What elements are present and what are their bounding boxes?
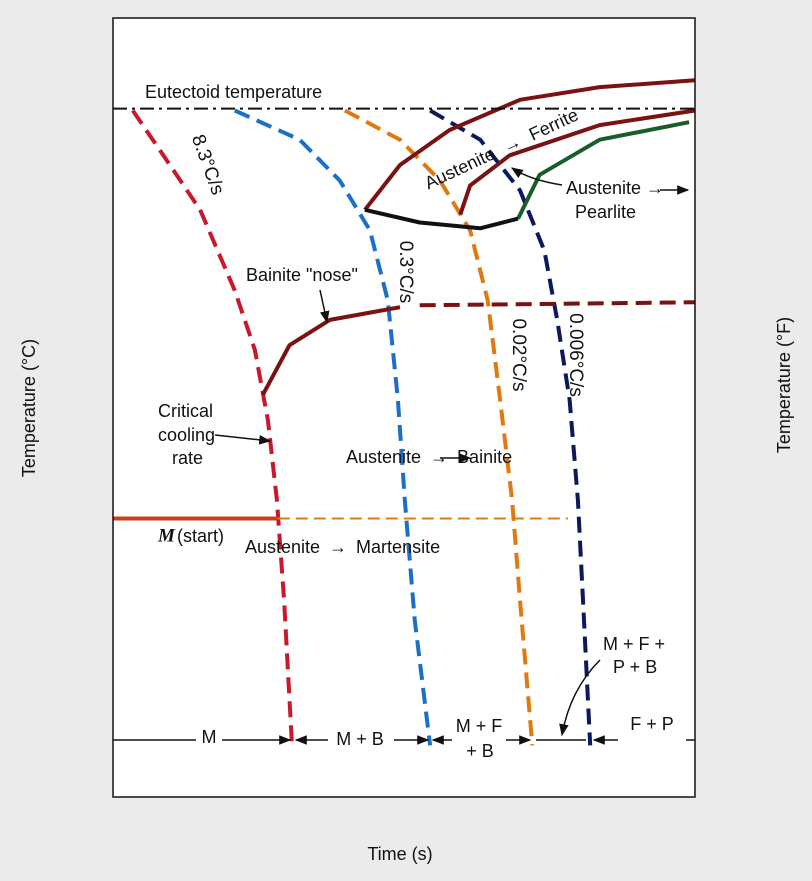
curve (261, 305, 401, 396)
curve (364, 207, 519, 231)
annotation: (start) (177, 526, 224, 546)
curve (516, 120, 690, 220)
annotation: + B (466, 741, 494, 761)
annotation: Austenite → Martensite (245, 537, 440, 557)
annotation: M + B (336, 729, 384, 749)
x-axis-label: Time (s) (367, 844, 432, 864)
curve (458, 108, 696, 216)
arrow (511, 167, 563, 186)
annotation: Austenite → Bainite (346, 447, 512, 467)
annotation: F + P (630, 714, 674, 734)
annotation: M + F (456, 716, 503, 736)
curve (419, 300, 696, 308)
annotation: Bainite "nose" (246, 265, 358, 285)
arrow (214, 434, 272, 445)
annotation: P + B (613, 657, 657, 677)
curve (233, 108, 433, 746)
annotation: M (157, 525, 176, 546)
annotation: M + F + (603, 634, 665, 654)
annotation: 0.02°C/s (508, 318, 529, 391)
annotation: Critical (158, 401, 213, 421)
annotation: M (202, 727, 217, 747)
y2-axis-label: Temperature (°F) (774, 317, 794, 453)
plot-area (113, 18, 695, 797)
annotation: cooling (158, 425, 215, 445)
y-axis-label: Temperature (°C) (19, 339, 39, 477)
annotation: Austenite → (566, 178, 664, 198)
annotation: Pearlite (575, 202, 636, 222)
curve (429, 108, 593, 746)
annotation: 0.006°C/s (565, 313, 586, 397)
annotation: 0.3°C/s (395, 241, 416, 304)
annotation: Eutectoid temperature (145, 82, 322, 102)
curves (113, 78, 696, 746)
plot-frame (112, 17, 696, 798)
curve (363, 78, 696, 212)
curve (131, 109, 294, 746)
arrow (559, 659, 601, 737)
arrow (319, 289, 330, 324)
annotation: rate (172, 448, 203, 468)
arrows (113, 167, 695, 745)
